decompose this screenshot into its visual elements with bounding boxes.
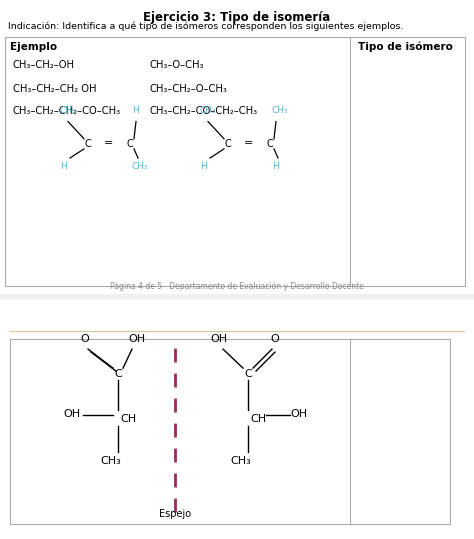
- Text: CH₃–CH₂–CH₂–CO–CH₃: CH₃–CH₂–CH₂–CO–CH₃: [13, 106, 121, 116]
- Text: C: C: [85, 139, 91, 149]
- Text: OH: OH: [210, 334, 227, 344]
- Text: CH₃: CH₃: [272, 107, 289, 115]
- Text: CH₃–CH₂–CH₂ OH: CH₃–CH₂–CH₂ OH: [13, 84, 97, 94]
- Text: CH₃: CH₃: [200, 107, 217, 115]
- Bar: [5, 38, 465, 286]
- Text: OH: OH: [63, 409, 80, 419]
- Text: CH₃–CH₂–OH: CH₃–CH₂–OH: [13, 60, 75, 70]
- Text: H: H: [200, 162, 207, 171]
- Text: O: O: [80, 334, 89, 344]
- Text: H: H: [60, 162, 67, 171]
- Text: OH: OH: [290, 409, 307, 419]
- Text: C: C: [225, 139, 231, 149]
- Text: Ejemplo: Ejemplo: [10, 42, 57, 52]
- Text: CH₃–O–CH₃: CH₃–O–CH₃: [150, 60, 204, 70]
- Text: O: O: [270, 334, 279, 344]
- Text: Tipo de isómero: Tipo de isómero: [358, 42, 453, 52]
- Text: CH₃: CH₃: [100, 456, 121, 466]
- Text: CH₃–CH₂–O–CH₃: CH₃–CH₂–O–CH₃: [150, 84, 228, 94]
- Text: Indicación: Identifica a qué tipo de isómeros corresponden los siguientes ejempl: Indicación: Identifica a qué tipo de isó…: [8, 21, 403, 31]
- Text: CH₃: CH₃: [230, 456, 251, 466]
- Text: CH₃–CH₂–CO–CH₂–CH₃: CH₃–CH₂–CO–CH₂–CH₃: [150, 106, 258, 116]
- Text: Espejo: Espejo: [159, 509, 191, 519]
- Text: =: =: [244, 138, 254, 148]
- Text: C: C: [114, 369, 122, 379]
- Text: C: C: [244, 369, 252, 379]
- Text: H: H: [272, 162, 279, 171]
- Text: C: C: [266, 139, 273, 149]
- Text: H: H: [132, 107, 139, 115]
- Text: CH₃: CH₃: [60, 107, 77, 115]
- Text: OH: OH: [128, 334, 145, 344]
- Bar: [10, 339, 450, 524]
- Text: CH: CH: [250, 414, 266, 424]
- Text: Ejercicio 3: Tipo de isomería: Ejercicio 3: Tipo de isomería: [143, 11, 331, 24]
- Text: Página 4 de 5   Departamento de Evaluación y Desarrollo Docente: Página 4 de 5 Departamento de Evaluación…: [110, 281, 364, 291]
- Text: CH₃: CH₃: [132, 162, 149, 171]
- Text: CH: CH: [120, 414, 136, 424]
- Text: C: C: [127, 139, 133, 149]
- Text: =: =: [104, 138, 114, 148]
